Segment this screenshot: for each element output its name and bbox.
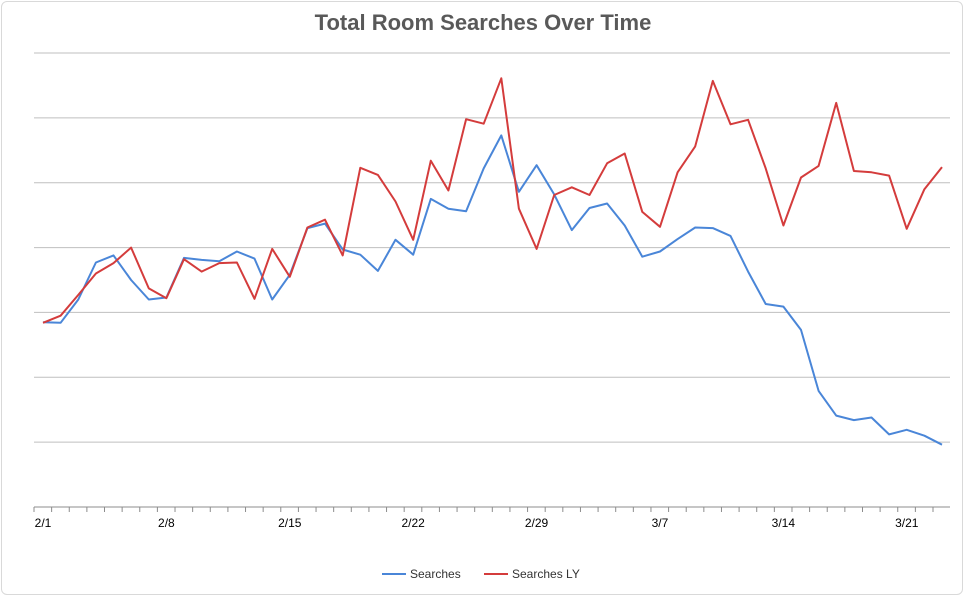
x-tick-label: 2/29 bbox=[525, 516, 549, 530]
x-tick-label: 2/8 bbox=[158, 516, 175, 530]
x-tick-label: 3/14 bbox=[772, 516, 796, 530]
series-line-searches-ly bbox=[42, 77, 943, 324]
x-tick-label: 3/7 bbox=[652, 516, 669, 530]
legend: Searches Searches LY bbox=[382, 567, 580, 581]
x-axis: 2/1 2/8 2/15 2/22 2/29 3/7 3/14 3/21 bbox=[33, 506, 950, 530]
legend-label: Searches bbox=[410, 567, 461, 581]
legend-label: Searches LY bbox=[512, 567, 580, 581]
x-tick-label: 2/15 bbox=[278, 516, 302, 530]
chart-title: Total Room Searches Over Time bbox=[314, 10, 652, 35]
x-tick-label: 3/21 bbox=[895, 516, 919, 530]
series-line-searches bbox=[42, 134, 943, 446]
x-tick-label: 2/1 bbox=[35, 516, 52, 530]
gridlines bbox=[34, 52, 950, 443]
x-tick-label: 2/22 bbox=[401, 516, 425, 530]
series-lines bbox=[42, 77, 943, 446]
